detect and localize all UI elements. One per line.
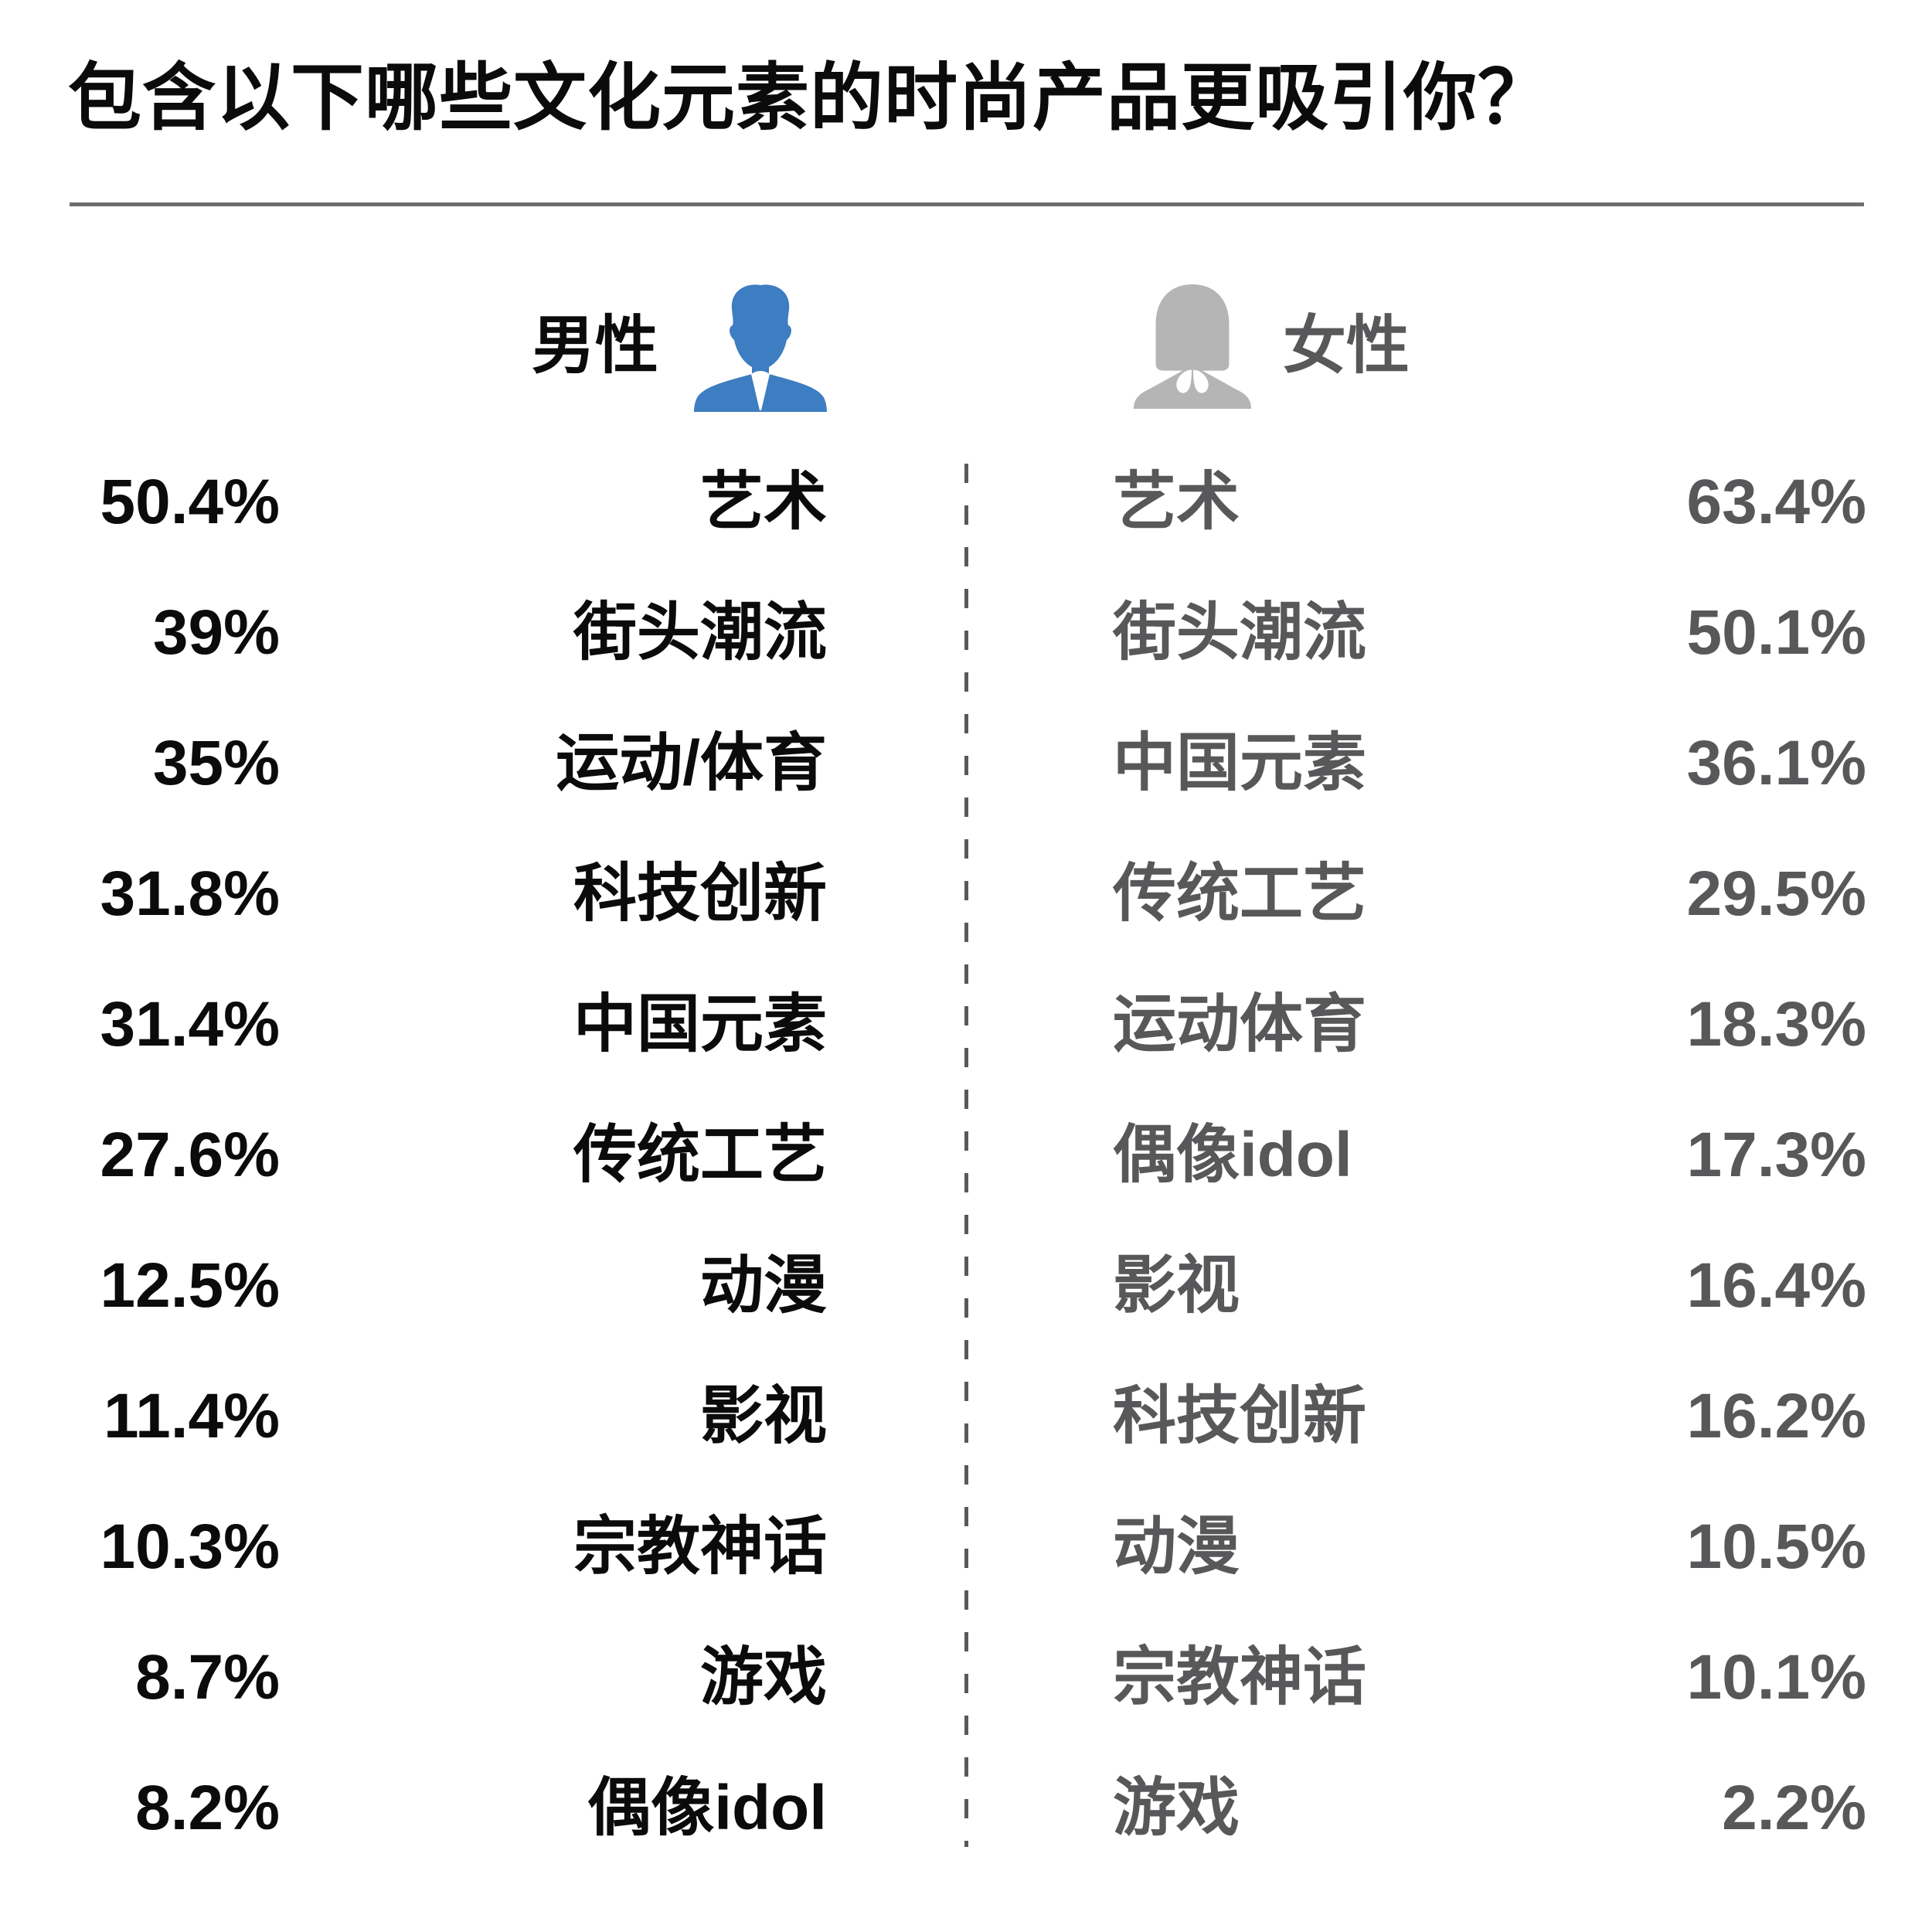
center-dashed-divider	[964, 464, 968, 1847]
male-value: 31.4%	[100, 989, 280, 1059]
female-category-label: 传统工艺	[1113, 859, 1367, 929]
female-person-icon	[1133, 284, 1252, 409]
male-value: 50.4%	[100, 467, 280, 537]
male-category-label: 游戏	[699, 1642, 827, 1712]
male-value: 12.5%	[100, 1250, 280, 1321]
female-category-label: 中国元素	[1113, 728, 1367, 798]
male-value: 8.7%	[135, 1642, 280, 1712]
male-category-label: 街头潮流	[573, 597, 827, 668]
female-category-label: 艺术	[1113, 467, 1240, 537]
female-legend-label: 女性	[1283, 311, 1410, 381]
male-category-label: 偶像idol	[587, 1773, 827, 1843]
table-row: 10.3% 宗教神话 动漫 10.5%	[0, 1481, 1932, 1612]
male-value: 10.3%	[100, 1512, 280, 1582]
male-value: 35%	[152, 728, 280, 798]
female-value: 63.4%	[1686, 467, 1866, 537]
female-value: 18.3%	[1686, 989, 1866, 1059]
female-category-label: 动漫	[1113, 1512, 1240, 1582]
male-category-label: 动漫	[699, 1250, 827, 1321]
table-row: 50.4% 艺术 艺术 63.4%	[0, 437, 1932, 567]
male-value: 8.2%	[135, 1773, 280, 1843]
male-value: 39%	[152, 597, 280, 668]
female-category-label: 偶像idol	[1113, 1120, 1352, 1190]
female-value: 29.5%	[1686, 859, 1866, 929]
male-category-label: 传统工艺	[573, 1120, 827, 1190]
table-row: 31.4% 中国元素 运动体育 18.3%	[0, 959, 1932, 1090]
female-category-label: 影视	[1113, 1250, 1240, 1321]
male-category-label: 中国元素	[573, 989, 827, 1059]
female-value: 16.2%	[1686, 1381, 1866, 1451]
table-row: 11.4% 影视 科技创新 16.2%	[0, 1351, 1932, 1481]
male-legend-label: 男性	[531, 311, 658, 381]
female-category-label: 游戏	[1113, 1773, 1240, 1843]
title-underline	[70, 202, 1864, 206]
table-row: 39% 街头潮流 街头潮流 50.1%	[0, 567, 1932, 698]
female-category-label: 运动体育	[1113, 989, 1367, 1059]
female-value: 50.1%	[1686, 597, 1866, 668]
male-value: 31.8%	[100, 859, 280, 929]
female-value: 36.1%	[1686, 728, 1866, 798]
male-category-label: 科技创新	[573, 859, 827, 929]
table-row: 27.6% 传统工艺 偶像idol 17.3%	[0, 1090, 1932, 1220]
table-row: 8.2% 偶像idol 游戏 2.2%	[0, 1743, 1932, 1873]
male-person-icon	[694, 284, 827, 412]
table-row: 31.8% 科技创新 传统工艺 29.5%	[0, 828, 1932, 959]
female-value: 17.3%	[1686, 1120, 1866, 1190]
male-category-label: 艺术	[699, 467, 827, 537]
male-category-label: 宗教神话	[573, 1512, 827, 1582]
female-value: 16.4%	[1686, 1250, 1866, 1321]
male-value: 11.4%	[104, 1381, 280, 1451]
female-value: 2.2%	[1722, 1773, 1866, 1843]
male-value: 27.6%	[100, 1120, 280, 1190]
comparison-table: 50.4% 艺术 艺术 63.4% 39% 街头潮流 街头潮流 50.1% 35…	[0, 437, 1932, 1873]
table-row: 35% 运动/体育 中国元素 36.1%	[0, 698, 1932, 828]
female-category-label: 宗教神话	[1113, 1642, 1367, 1712]
female-category-label: 街头潮流	[1113, 597, 1367, 668]
table-row: 12.5% 动漫 影视 16.4%	[0, 1220, 1932, 1351]
male-category-label: 运动/体育	[556, 728, 827, 798]
female-value: 10.5%	[1686, 1512, 1866, 1582]
male-category-label: 影视	[699, 1381, 827, 1451]
female-category-label: 科技创新	[1113, 1381, 1367, 1451]
page-title: 包含以下哪些文化元素的时尚产品更吸引你？	[68, 57, 1553, 139]
female-value: 10.1%	[1686, 1642, 1866, 1712]
table-row: 8.7% 游戏 宗教神话 10.1%	[0, 1612, 1932, 1743]
